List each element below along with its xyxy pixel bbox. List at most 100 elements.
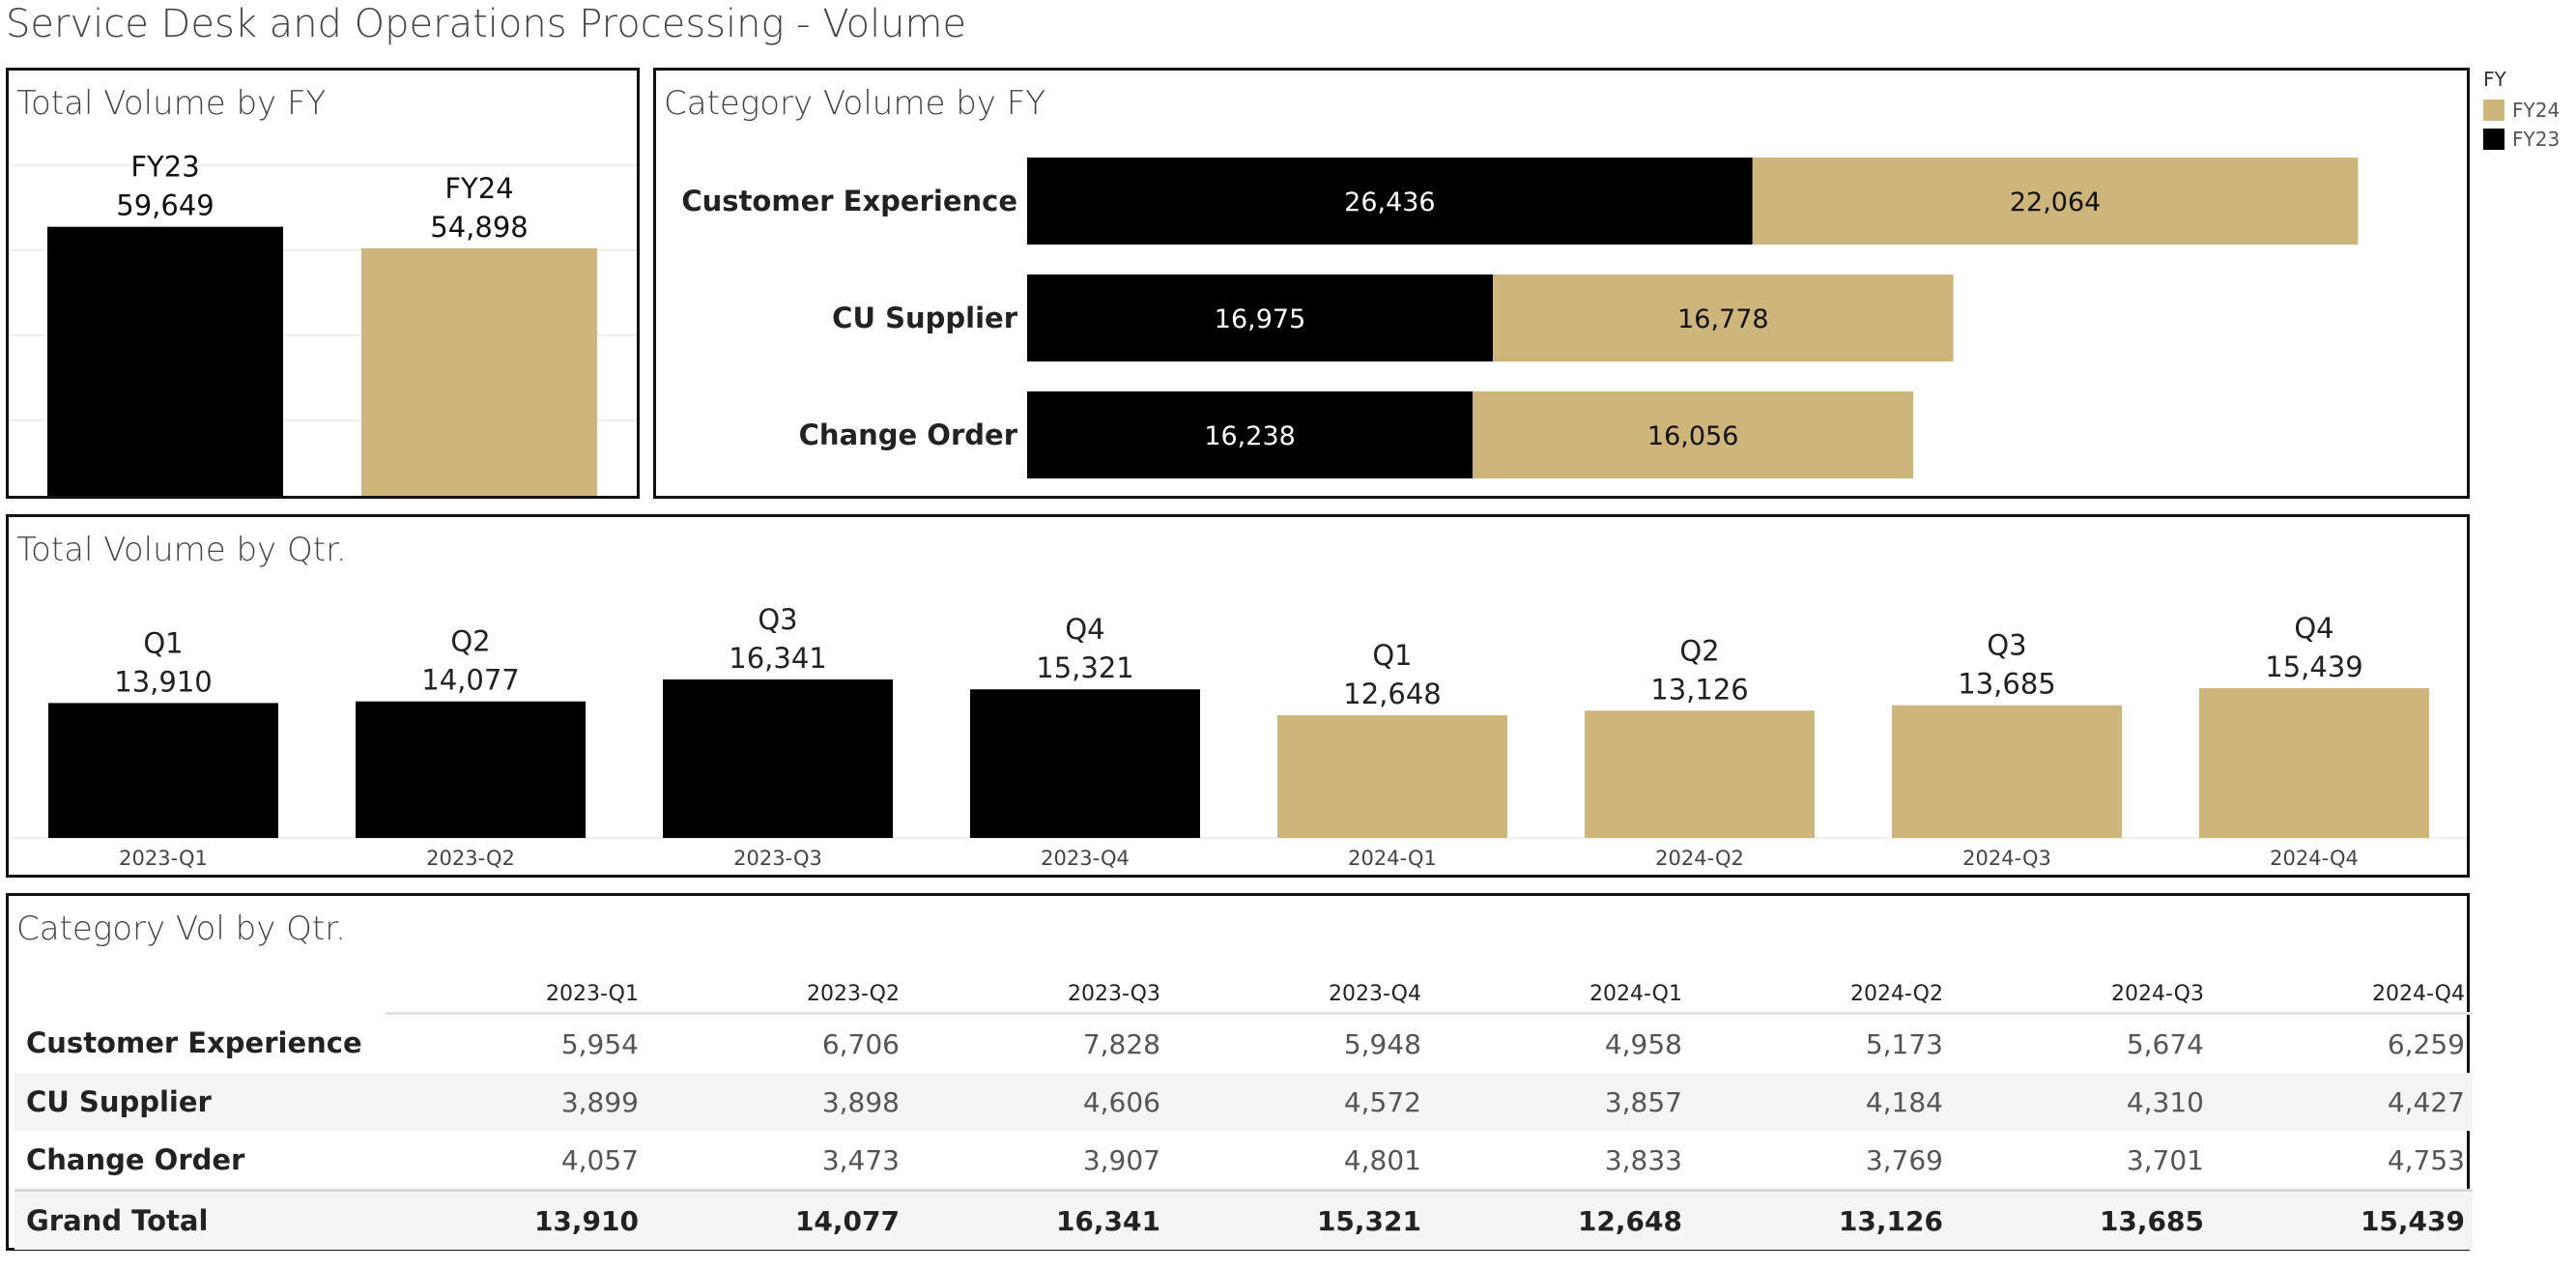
column-header[interactable]: 2023-Q3 [907, 973, 1168, 1015]
column-header[interactable]: 2023-Q4 [1168, 973, 1429, 1015]
category-volume-by-fy-chart: Customer Experience 26,436 22,064 CU Suppli… [681, 158, 2359, 478]
x-tick-label: 2023-Q1 [119, 847, 208, 870]
table-cell[interactable]: 13,685 [1951, 1189, 2212, 1250]
table-cell[interactable]: 15,321 [1168, 1189, 1429, 1250]
table-cell[interactable]: 4,184 [1690, 1073, 1951, 1131]
table-cell[interactable]: 4,753 [2387, 1143, 2465, 1176]
legend-title: FY [2483, 68, 2506, 91]
legend-item-fy24[interactable]: FY24 [2483, 99, 2576, 122]
column-header[interactable]: 2024-Q3 [1951, 973, 2212, 1015]
row-label[interactable]: Customer Experience [26, 1026, 362, 1060]
bar-quarter-label: Q3 [1987, 629, 2026, 662]
row-label[interactable]: Change Order [26, 1143, 245, 1176]
row-label[interactable]: Grand Total [14, 1189, 386, 1250]
table-cell[interactable]: 3,701 [2126, 1143, 2204, 1176]
table-row: Customer Experience 5,954 6,706 7,828 5,… [14, 1014, 2473, 1074]
table-cell[interactable]: 5,954 [560, 1027, 639, 1060]
category-volume-by-fy-panel: Category Volume by FY Customer Experienc… [653, 68, 2470, 499]
total-volume-by-fy-title: Total Volume by FY [16, 84, 327, 123]
data-label: 22,064 [2010, 188, 2101, 217]
table-cell[interactable]: 5,948 [1343, 1027, 1421, 1060]
bar-fy24 [361, 247, 597, 496]
total-volume-by-fy-chart: FY23 59,649 FY24 54,898 [9, 151, 637, 496]
legend-swatch-fy23 [2483, 129, 2504, 150]
data-label: 16,778 [1677, 304, 1768, 334]
stacked-bar-segment-fy23 [1027, 158, 1753, 245]
total-volume-by-qtr-chart: Q1 13,910 2023-Q1 Q2 14,077 2023-Q2 Q3 16,341 20… [9, 603, 2467, 870]
column-header[interactable]: 2023-Q1 [386, 973, 646, 1015]
x-tick-label: 2023-Q3 [733, 847, 822, 870]
category-volume-by-fy-title: Category Volume by FY [664, 84, 1046, 123]
bar-quarter-label: Q2 [1679, 634, 1719, 667]
bar-fy23 [47, 226, 283, 496]
bar-category-label: FY23 [130, 151, 199, 184]
table-cell[interactable]: 4,310 [1951, 1073, 2212, 1131]
table-cell[interactable]: 13,126 [1690, 1189, 1951, 1250]
dashboard-title: Service Desk and Operations Processing -… [6, 2, 967, 46]
table-cell[interactable]: 16,341 [907, 1189, 1168, 1250]
grand-total-row: Grand Total 13,910 14,077 16,341 15,321 … [14, 1189, 2473, 1250]
table-cell[interactable]: 3,769 [1865, 1143, 1943, 1176]
row-label[interactable]: CU Supplier [14, 1073, 386, 1131]
stacked-bar-segment-fy24 [1493, 274, 1954, 361]
table-cell[interactable]: 4,606 [907, 1073, 1168, 1131]
table-cell[interactable]: 15,439 [2212, 1189, 2473, 1250]
stacked-bar-segment-fy23 [1027, 274, 1494, 361]
data-label: 13,910 [114, 665, 212, 698]
category-label: Change Order [799, 419, 1018, 451]
data-label: 16,975 [1215, 304, 1305, 334]
table-cell[interactable]: 4,427 [2212, 1073, 2473, 1131]
bar-category-label: FY24 [444, 172, 513, 205]
x-tick-label: 2024-Q3 [1962, 847, 2051, 870]
legend-label-fy24: FY24 [2512, 99, 2561, 122]
column-header[interactable]: 2024-Q4 [2212, 973, 2473, 1015]
table-cell[interactable]: 14,077 [646, 1189, 907, 1250]
data-label: 16,341 [729, 642, 826, 675]
bar-quarter-label: Q4 [2294, 612, 2333, 645]
table-cell[interactable]: 5,173 [1865, 1027, 1943, 1060]
category-vol-by-qtr-panel: Category Vol by Qtr. 2023-Q1 2023-Q2 202… [6, 893, 2473, 1251]
data-label: 59,649 [116, 189, 214, 222]
data-label: 54,898 [430, 211, 528, 244]
table-cell[interactable]: 12,648 [1429, 1189, 1690, 1250]
table-cell[interactable]: 3,857 [1429, 1073, 1690, 1131]
table-cell[interactable]: 4,572 [1168, 1073, 1429, 1131]
legend-item-fy23[interactable]: FY23 [2483, 128, 2576, 151]
column-header[interactable]: 2024-Q2 [1690, 973, 1951, 1015]
table-cell[interactable]: 3,473 [821, 1143, 900, 1176]
x-tick-label: 2023-Q2 [426, 847, 515, 870]
x-tick-label: 2024-Q2 [1655, 847, 1744, 870]
table-cell[interactable]: 3,899 [386, 1073, 646, 1131]
table-cell[interactable]: 3,898 [646, 1073, 907, 1131]
table-header-row: 2023-Q1 2023-Q2 2023-Q3 2023-Q4 2024-Q1 … [14, 973, 2473, 1015]
bar-2023-q2 [356, 701, 586, 838]
table-cell[interactable]: 4,958 [1604, 1027, 1682, 1060]
column-header[interactable]: 2024-Q1 [1429, 973, 1690, 1015]
table-cell[interactable]: 6,259 [2387, 1027, 2465, 1060]
bar-quarter-label: Q3 [758, 603, 797, 636]
bar-2023-q4 [970, 689, 1200, 838]
table-row: Change Order 4,057 3,473 3,907 4,801 3,8… [14, 1131, 2473, 1191]
table-cell[interactable]: 7,828 [1082, 1027, 1160, 1060]
table-cell[interactable]: 5,674 [2126, 1027, 2204, 1060]
stacked-bar-segment-fy23 [1027, 391, 1474, 478]
x-tick-label: 2024-Q4 [2270, 847, 2359, 870]
table-cell[interactable]: 3,907 [1082, 1143, 1160, 1176]
bar-quarter-label: Q1 [143, 626, 183, 659]
x-tick-label: 2024-Q1 [1348, 847, 1437, 870]
table-cell[interactable]: 4,801 [1343, 1143, 1421, 1176]
data-label: 14,077 [421, 664, 519, 697]
data-label: 26,436 [1344, 188, 1435, 217]
legend-label-fy23: FY23 [2512, 128, 2561, 151]
column-header[interactable]: 2023-Q2 [646, 973, 907, 1015]
bar-2024-q4 [2199, 688, 2429, 838]
data-label: 13,126 [1650, 673, 1748, 706]
category-vol-by-qtr-title: Category Vol by Qtr. [16, 909, 346, 948]
table-cell[interactable]: 4,057 [560, 1143, 639, 1176]
data-label: 16,238 [1204, 421, 1295, 451]
table-cell[interactable]: 13,910 [386, 1189, 646, 1250]
total-volume-by-qtr-title: Total Volume by Qtr. [16, 531, 347, 569]
table-cell[interactable]: 6,706 [821, 1027, 900, 1060]
row-header-corner [14, 973, 386, 1014]
table-cell[interactable]: 3,833 [1604, 1143, 1682, 1176]
